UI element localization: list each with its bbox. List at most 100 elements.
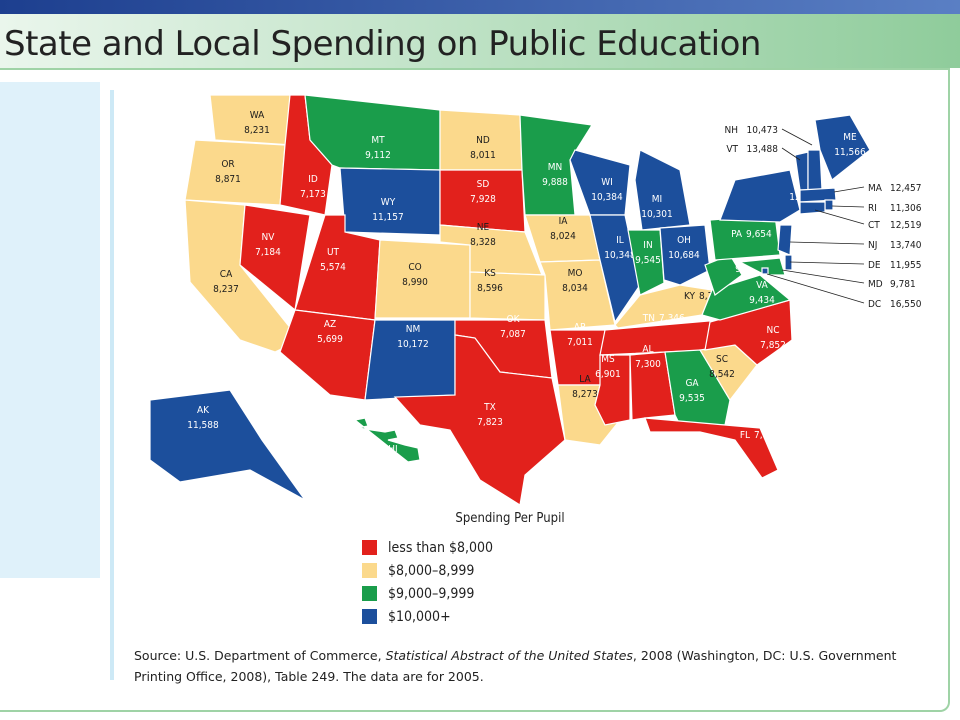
state-abbr: HI [388, 444, 397, 455]
state-value: 8,237 [213, 284, 239, 295]
state-abbr: CO [408, 262, 421, 273]
state-value: 8,871 [215, 174, 241, 185]
top-bar [0, 0, 960, 14]
state [784, 254, 793, 271]
state [824, 199, 834, 211]
source: Source: U.S. Department of Commerce, Sta… [134, 645, 914, 687]
leader-line [781, 269, 865, 284]
state-value: 11,157 [372, 212, 403, 223]
state [279, 309, 376, 401]
state-value: 9,749 [735, 264, 761, 275]
leader-line [766, 273, 865, 304]
state [589, 214, 641, 324]
state-value: 12,519 [890, 220, 922, 231]
state-value: 11,306 [890, 203, 922, 214]
state-value: 7,184 [255, 247, 281, 258]
legend-label: $10,000+ [388, 609, 451, 625]
state [719, 169, 801, 223]
state-abbr: SD [477, 179, 490, 190]
state [569, 149, 631, 216]
divider [110, 90, 114, 680]
state [629, 351, 676, 421]
state-abbr: NJ [868, 240, 877, 251]
state [539, 259, 616, 331]
leader-line [831, 205, 865, 208]
state-value: 10,384 [591, 192, 623, 203]
legend-swatch [362, 609, 377, 624]
state-abbr: TN [642, 313, 655, 324]
state [807, 149, 823, 191]
state [644, 417, 779, 479]
state-value: 8,034 [562, 283, 588, 294]
state-abbr: SC [716, 354, 728, 365]
state-abbr: AK [197, 405, 210, 416]
state-abbr: KY [684, 291, 696, 302]
state-value: 9,112 [365, 150, 391, 161]
state-value: 16,550 [890, 299, 922, 310]
state-abbr: OR [221, 159, 234, 170]
state-value: 7,668 [754, 430, 780, 441]
state-abbr: LA [579, 374, 591, 385]
state [737, 257, 786, 276]
state-abbr: DC [868, 299, 881, 310]
state-abbr: AL [642, 344, 653, 355]
leader-line [814, 209, 865, 225]
state-value: 8,542 [709, 369, 735, 380]
state-abbr: WY [381, 197, 396, 208]
legend-title: Spending Per Pupil [455, 511, 564, 526]
state-value: 8,024 [550, 231, 576, 242]
state-value: 10,301 [641, 209, 672, 220]
title: State and Local Spending on Public Educa… [4, 24, 761, 64]
state-abbr: NV [262, 232, 276, 243]
state-value: 7,823 [477, 417, 503, 428]
state-abbr: ME [843, 132, 857, 143]
state-abbr: NH [725, 125, 739, 136]
leader-line [781, 147, 801, 161]
state-value: 7,346 [659, 313, 685, 324]
state-value: 8,273 [572, 389, 598, 400]
state-value: 9,545 [635, 255, 661, 266]
state-abbr: UT [327, 247, 340, 258]
state [761, 267, 769, 275]
state-abbr: IL [616, 235, 624, 246]
state-value: 8,328 [470, 237, 496, 248]
state-abbr: RI [868, 203, 877, 214]
state-value: 7,928 [470, 194, 496, 205]
state-abbr: WA [250, 110, 265, 121]
state-abbr: IA [559, 216, 569, 227]
legend-label: $9,000–9,999 [388, 586, 474, 602]
legend-swatch [362, 563, 377, 578]
legend-swatch [362, 586, 377, 601]
state-value: 9,434 [749, 295, 775, 306]
legend-swatch [362, 540, 377, 555]
state-abbr: VA [756, 280, 769, 291]
state-abbr: WI [601, 177, 613, 188]
state-value: 13,740 [890, 240, 922, 251]
state-value: 8,231 [244, 125, 270, 136]
leader-line [833, 186, 865, 193]
source-text: Source: U.S. Department of Commerce, [134, 648, 386, 663]
state-value: 11,588 [187, 420, 219, 431]
state-value: 10,684 [668, 250, 700, 261]
legend-label: less than $8,000 [388, 540, 493, 556]
state-abbr: MS [601, 354, 615, 365]
state-value: 7,011 [567, 337, 593, 348]
state-value: 12,457 [890, 183, 921, 194]
state-abbr: AR [574, 322, 586, 333]
state-abbr: PA [731, 229, 743, 240]
state-abbr: NC [766, 325, 779, 336]
state-value: 9,340 [380, 459, 406, 470]
state-value: 11,566 [834, 147, 866, 158]
state [627, 229, 665, 296]
state-value: 8,011 [470, 150, 496, 161]
state-value: 7,852 [760, 340, 786, 351]
source-title: Statistical Abstract of the United State… [385, 648, 633, 663]
state-value: 6,901 [595, 369, 621, 380]
state [814, 114, 871, 181]
state-abbr: GA [685, 378, 699, 389]
state [799, 187, 837, 203]
side-panel [0, 82, 100, 578]
state-abbr: FL [740, 430, 750, 441]
state-value: 9,888 [542, 177, 568, 188]
